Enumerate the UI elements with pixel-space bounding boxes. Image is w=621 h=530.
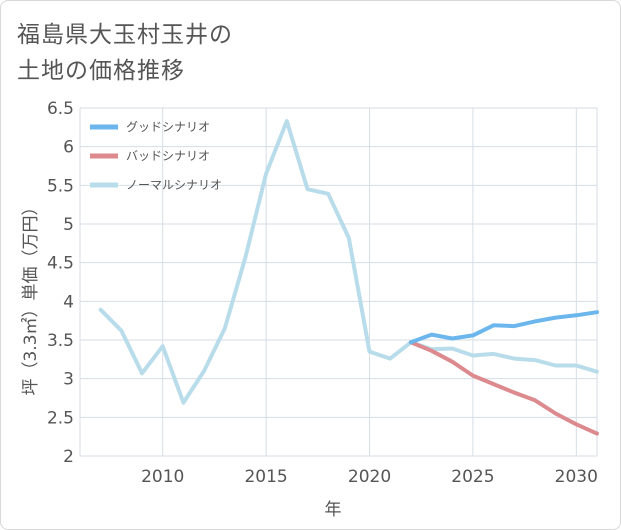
- series-line-2: [98, 119, 599, 405]
- y-axis-label: 坪（3.3㎡）単価（万円）: [21, 198, 41, 395]
- tick-labels: 2 2.5 3 3.5 4 4.5 5 5.5 6 6.5 2010 2015 2020 2025 2030: [47, 99, 598, 487]
- y-tick-label: 2.5: [47, 408, 74, 428]
- x-tick-label: 2020: [348, 467, 391, 487]
- title-line-2: 土地の価格推移: [17, 58, 185, 84]
- x-tick-label: 2015: [244, 467, 287, 487]
- y-tick-label: 3: [63, 370, 74, 390]
- series-line-1: [408, 340, 599, 436]
- y-tick-label: 3.5: [47, 331, 74, 351]
- y-tick-label: 5: [63, 215, 74, 235]
- series-line-0: [408, 310, 599, 345]
- x-tick-label: 2010: [141, 467, 184, 487]
- legend-label: バッドシナリオ: [126, 149, 210, 163]
- x-axis-label: 年: [325, 500, 342, 520]
- grid-lines: [79, 107, 598, 457]
- chart-title: 福島県大玉村玉井の 土地の価格推移: [17, 17, 437, 89]
- legend-label: グッドシナリオ: [126, 120, 210, 134]
- series-lines: [98, 119, 599, 436]
- title-line-1: 福島県大玉村玉井の: [17, 22, 233, 48]
- y-tick-label: 4.5: [47, 254, 74, 274]
- legend-label: ノーマルシナリオ: [126, 178, 222, 192]
- y-tick-label: 6.5: [47, 99, 74, 119]
- y-tick-label: 6: [63, 138, 74, 158]
- y-tick-label: 4: [63, 292, 74, 312]
- x-tick-label: 2030: [555, 467, 598, 487]
- y-tick-label: 2: [63, 447, 74, 467]
- x-tick-label: 2025: [451, 467, 494, 487]
- y-tick-label: 5.5: [47, 176, 74, 196]
